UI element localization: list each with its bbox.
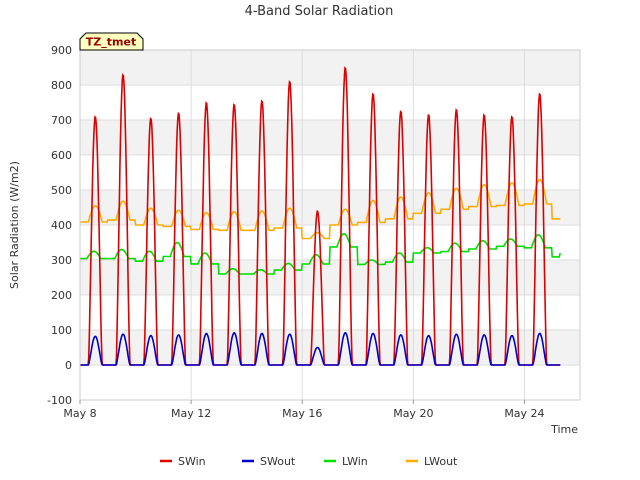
series-layer [80, 66, 562, 366]
legend-item-swout: SWout [242, 455, 296, 468]
legend-item-swin: SWin [160, 455, 206, 468]
legend-label: LWin [342, 455, 368, 468]
x-tick-label: May 24 [504, 407, 544, 420]
tz-annotation-label: TZ_tmet [86, 36, 136, 49]
y-axis-label: Solar Radiation (W/m2) [8, 161, 21, 289]
tz-annotation: TZ_tmet [79, 32, 144, 51]
plot-band [80, 155, 580, 190]
plot-band [80, 365, 580, 400]
x-axis-ticks: May 8 May 12 May 16 May 20 May 24 [63, 400, 545, 420]
y-axis-ticks: -100 0 100 200 300 400 500 600 700 800 900 [47, 44, 72, 407]
x-tick-label: May 16 [282, 407, 322, 420]
plot-frame [79, 49, 581, 401]
plot-band [80, 330, 580, 365]
plot-band [80, 295, 580, 330]
x-axis-label: Time [550, 423, 578, 436]
series-line-swout [80, 332, 561, 366]
x-tick-label: May 12 [171, 407, 211, 420]
y-tick-label: 300 [51, 254, 72, 267]
legend-item-lwout: LWout [406, 455, 458, 468]
y-tick-label: 800 [51, 79, 72, 92]
y-tick-label: 500 [51, 184, 72, 197]
plot-band [80, 260, 580, 295]
x-tick-label: May 20 [393, 407, 433, 420]
y-tick-label: 100 [51, 324, 72, 337]
plot-band [80, 120, 580, 155]
y-tick-label: 400 [51, 219, 72, 232]
y-tick-label: 200 [51, 289, 72, 302]
tz-annotation-box [79, 32, 144, 51]
y-tick-label: 0 [65, 359, 72, 372]
legend-label: SWin [178, 455, 206, 468]
y-tick-label: 600 [51, 149, 72, 162]
x-tick-label: May 8 [63, 407, 96, 420]
plot-band [80, 85, 580, 120]
legend-item-lwin: LWin [324, 455, 368, 468]
y-tick-label: 700 [51, 114, 72, 127]
y-tick-label: -100 [47, 394, 72, 407]
legend-label: SWout [260, 455, 296, 468]
plot-band [80, 50, 580, 85]
chart-title: 4-Band Solar Radiation [245, 4, 394, 19]
legend: SWin SWout LWin LWout [160, 455, 458, 468]
plot-band [80, 190, 580, 225]
y-tick-label: 900 [51, 44, 72, 57]
legend-label: LWout [424, 455, 458, 468]
